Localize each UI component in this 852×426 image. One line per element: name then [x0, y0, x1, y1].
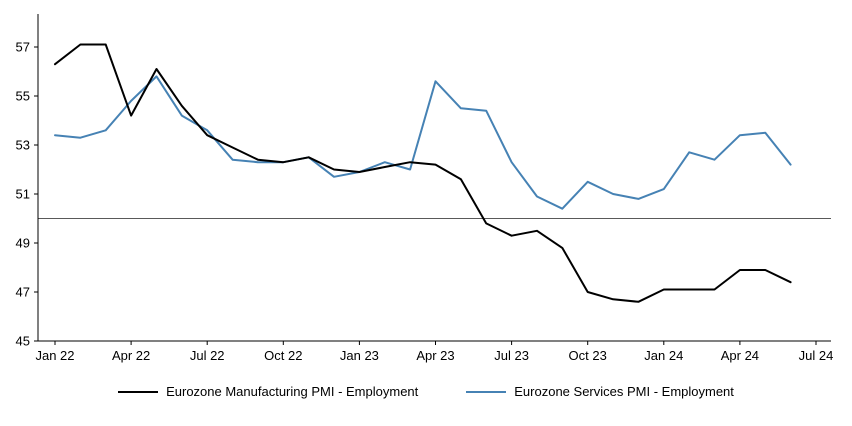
- chart-plot: 45 47 49 51 53 55 57 Jan 22 Apr 22 Jul 22 Oct 22 Ja…: [16, 14, 834, 363]
- y-axis-label: 53: [16, 138, 30, 153]
- legend-item-services: Eurozone Services PMI - Employment: [466, 384, 734, 399]
- y-axis-label: 55: [16, 89, 30, 104]
- x-axis-label: Apr 23: [416, 348, 454, 363]
- legend-item-manufacturing: Eurozone Manufacturing PMI - Employment: [118, 384, 418, 399]
- x-axis-label: Jan 22: [35, 348, 74, 363]
- x-axis-label: Jul 23: [494, 348, 529, 363]
- y-axis-label: 57: [16, 40, 30, 55]
- x-axis-label: Apr 24: [721, 348, 759, 363]
- x-axis-label: Jan 23: [340, 348, 379, 363]
- x-axis-label: Oct 22: [264, 348, 302, 363]
- services-pmi-line: [54, 75, 792, 210]
- x-axis-label: Jul 22: [190, 348, 225, 363]
- x-axis-label: Jul 24: [799, 348, 834, 363]
- y-axis-label: 49: [16, 236, 30, 251]
- y-axis-label: 45: [16, 334, 30, 349]
- y-axis-label: 51: [16, 187, 30, 202]
- y-axis-label: 47: [16, 285, 30, 300]
- manufacturing-line-swatch: [118, 390, 159, 393]
- x-axis-label: Jan 24: [644, 348, 683, 363]
- legend-label-services: Eurozone Services PMI - Employment: [514, 384, 734, 399]
- legend-label-manufacturing: Eurozone Manufacturing PMI - Employment: [166, 384, 419, 399]
- services-line-swatch: [466, 390, 507, 393]
- x-axis-label: Oct 23: [569, 348, 607, 363]
- x-axis-label: Apr 22: [112, 348, 150, 363]
- manufacturing-pmi-line: [54, 43, 792, 303]
- chart-legend: Eurozone Manufacturing PMI - Employment …: [0, 384, 852, 399]
